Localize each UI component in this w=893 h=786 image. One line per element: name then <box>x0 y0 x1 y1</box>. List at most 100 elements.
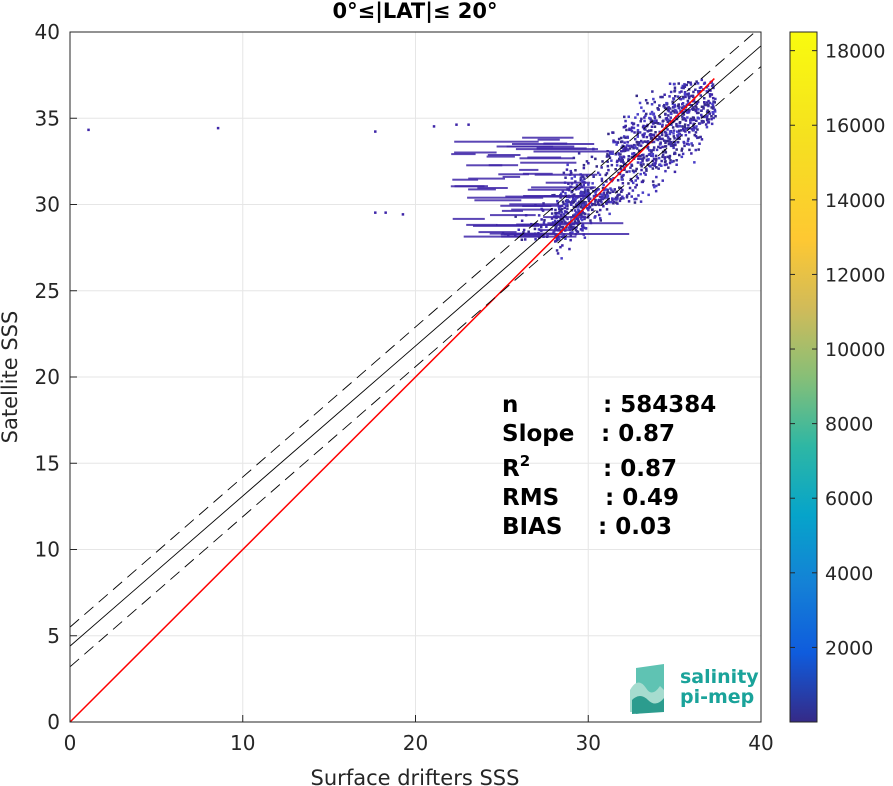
density-cell <box>537 214 541 217</box>
density-cell <box>569 201 572 204</box>
density-cell <box>682 97 685 100</box>
density-cell <box>587 213 590 216</box>
density-cell <box>639 144 643 147</box>
density-cell <box>695 80 698 83</box>
density-cell <box>679 98 683 101</box>
density-cell <box>624 124 627 128</box>
density-cell <box>517 228 520 231</box>
density-cell <box>635 175 639 178</box>
density-cell <box>608 212 611 216</box>
density-streak <box>452 178 479 181</box>
density-cell <box>572 205 576 209</box>
density-cell <box>632 170 636 174</box>
density-cell <box>657 145 660 149</box>
density-cell <box>639 163 643 166</box>
density-cell <box>673 170 677 174</box>
density-cell <box>581 191 585 194</box>
x-tick-label: 40 <box>748 731 773 755</box>
density-cell <box>668 132 672 136</box>
density-cell <box>606 190 609 194</box>
density-cell <box>653 125 657 128</box>
density-cell <box>673 111 676 114</box>
line-one-to-one <box>70 78 715 722</box>
density-cell <box>650 133 654 136</box>
density-cell <box>584 193 587 196</box>
density-cell <box>598 198 601 202</box>
density-cell <box>634 116 637 119</box>
density-cell <box>610 163 614 167</box>
density-cell <box>636 131 639 134</box>
density-cell <box>642 109 645 113</box>
density-cell <box>581 207 585 210</box>
density-cell <box>637 149 641 152</box>
density-streak <box>519 168 539 171</box>
density-cell <box>545 225 548 228</box>
density-cell <box>668 137 672 141</box>
density-cell <box>700 109 703 112</box>
density-cell <box>595 210 599 214</box>
density-cell <box>646 101 649 105</box>
density-cell <box>712 100 715 103</box>
density-cell <box>574 214 578 217</box>
density-cell <box>624 136 627 139</box>
density-cell <box>689 83 693 86</box>
density-cell <box>581 226 585 230</box>
density-cell <box>678 137 681 140</box>
density-cell <box>654 189 658 193</box>
density-cell <box>628 128 631 132</box>
density-cell <box>687 81 690 84</box>
density-cell <box>663 157 667 161</box>
density-cell <box>538 236 541 239</box>
density-cell <box>705 110 709 114</box>
density-cell <box>667 142 671 146</box>
density-cell <box>587 199 591 203</box>
x-tick-label: 0 <box>64 731 77 755</box>
density-streak <box>473 224 540 227</box>
density-cell <box>708 101 711 105</box>
density-cell <box>564 191 567 195</box>
density-cell <box>632 147 635 150</box>
density-cell <box>632 122 636 125</box>
outlier-point <box>455 123 458 126</box>
density-cell <box>629 128 633 131</box>
density-cell <box>621 182 625 185</box>
density-cell <box>647 193 650 197</box>
density-cell <box>665 116 669 120</box>
density-cell <box>687 137 690 141</box>
density-cell <box>657 183 661 186</box>
density-cell <box>682 140 685 144</box>
density-cell <box>676 104 680 108</box>
density-cell <box>527 230 530 233</box>
density-cell <box>688 131 691 134</box>
density-streak <box>496 145 554 148</box>
density-cell <box>641 154 644 157</box>
density-streak <box>486 155 515 158</box>
density-cell <box>620 157 624 160</box>
density-cell <box>628 186 632 190</box>
density-cell <box>678 153 681 157</box>
density-cell <box>559 245 562 249</box>
density-cell <box>700 113 703 117</box>
density-cell <box>641 133 644 137</box>
density-cell <box>609 200 613 204</box>
line-regression <box>70 45 761 647</box>
density-cell <box>608 191 612 195</box>
density-cell <box>712 112 715 116</box>
density-cell <box>644 125 647 128</box>
line-regression-lower <box>70 66 761 668</box>
density-cell <box>665 163 668 166</box>
density-cell <box>640 165 643 168</box>
density-cell <box>694 134 698 138</box>
density-cell <box>644 128 647 131</box>
density-cell <box>583 191 586 195</box>
density-cell <box>711 102 714 106</box>
density-cell <box>558 237 561 241</box>
density-cell <box>520 238 524 241</box>
density-cell <box>579 205 583 209</box>
density-cell <box>618 193 621 196</box>
colorbar-tick-label: 10000 <box>825 339 885 361</box>
density-cell <box>612 190 615 193</box>
density-cell <box>561 217 564 221</box>
density-streak <box>468 188 496 191</box>
density-cell <box>693 133 696 137</box>
